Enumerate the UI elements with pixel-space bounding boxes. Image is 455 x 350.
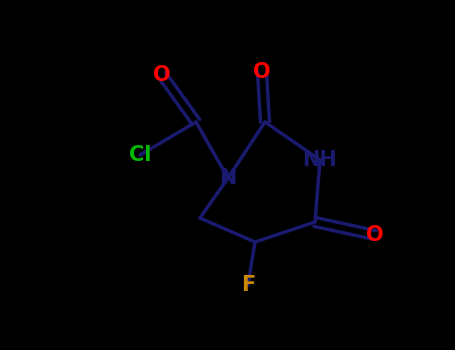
Text: O: O <box>153 65 171 85</box>
Text: F: F <box>241 275 255 295</box>
Text: Cl: Cl <box>129 145 151 165</box>
Text: O: O <box>253 62 271 82</box>
Text: NH: NH <box>303 150 337 170</box>
Text: O: O <box>366 225 384 245</box>
Text: N: N <box>219 168 237 188</box>
